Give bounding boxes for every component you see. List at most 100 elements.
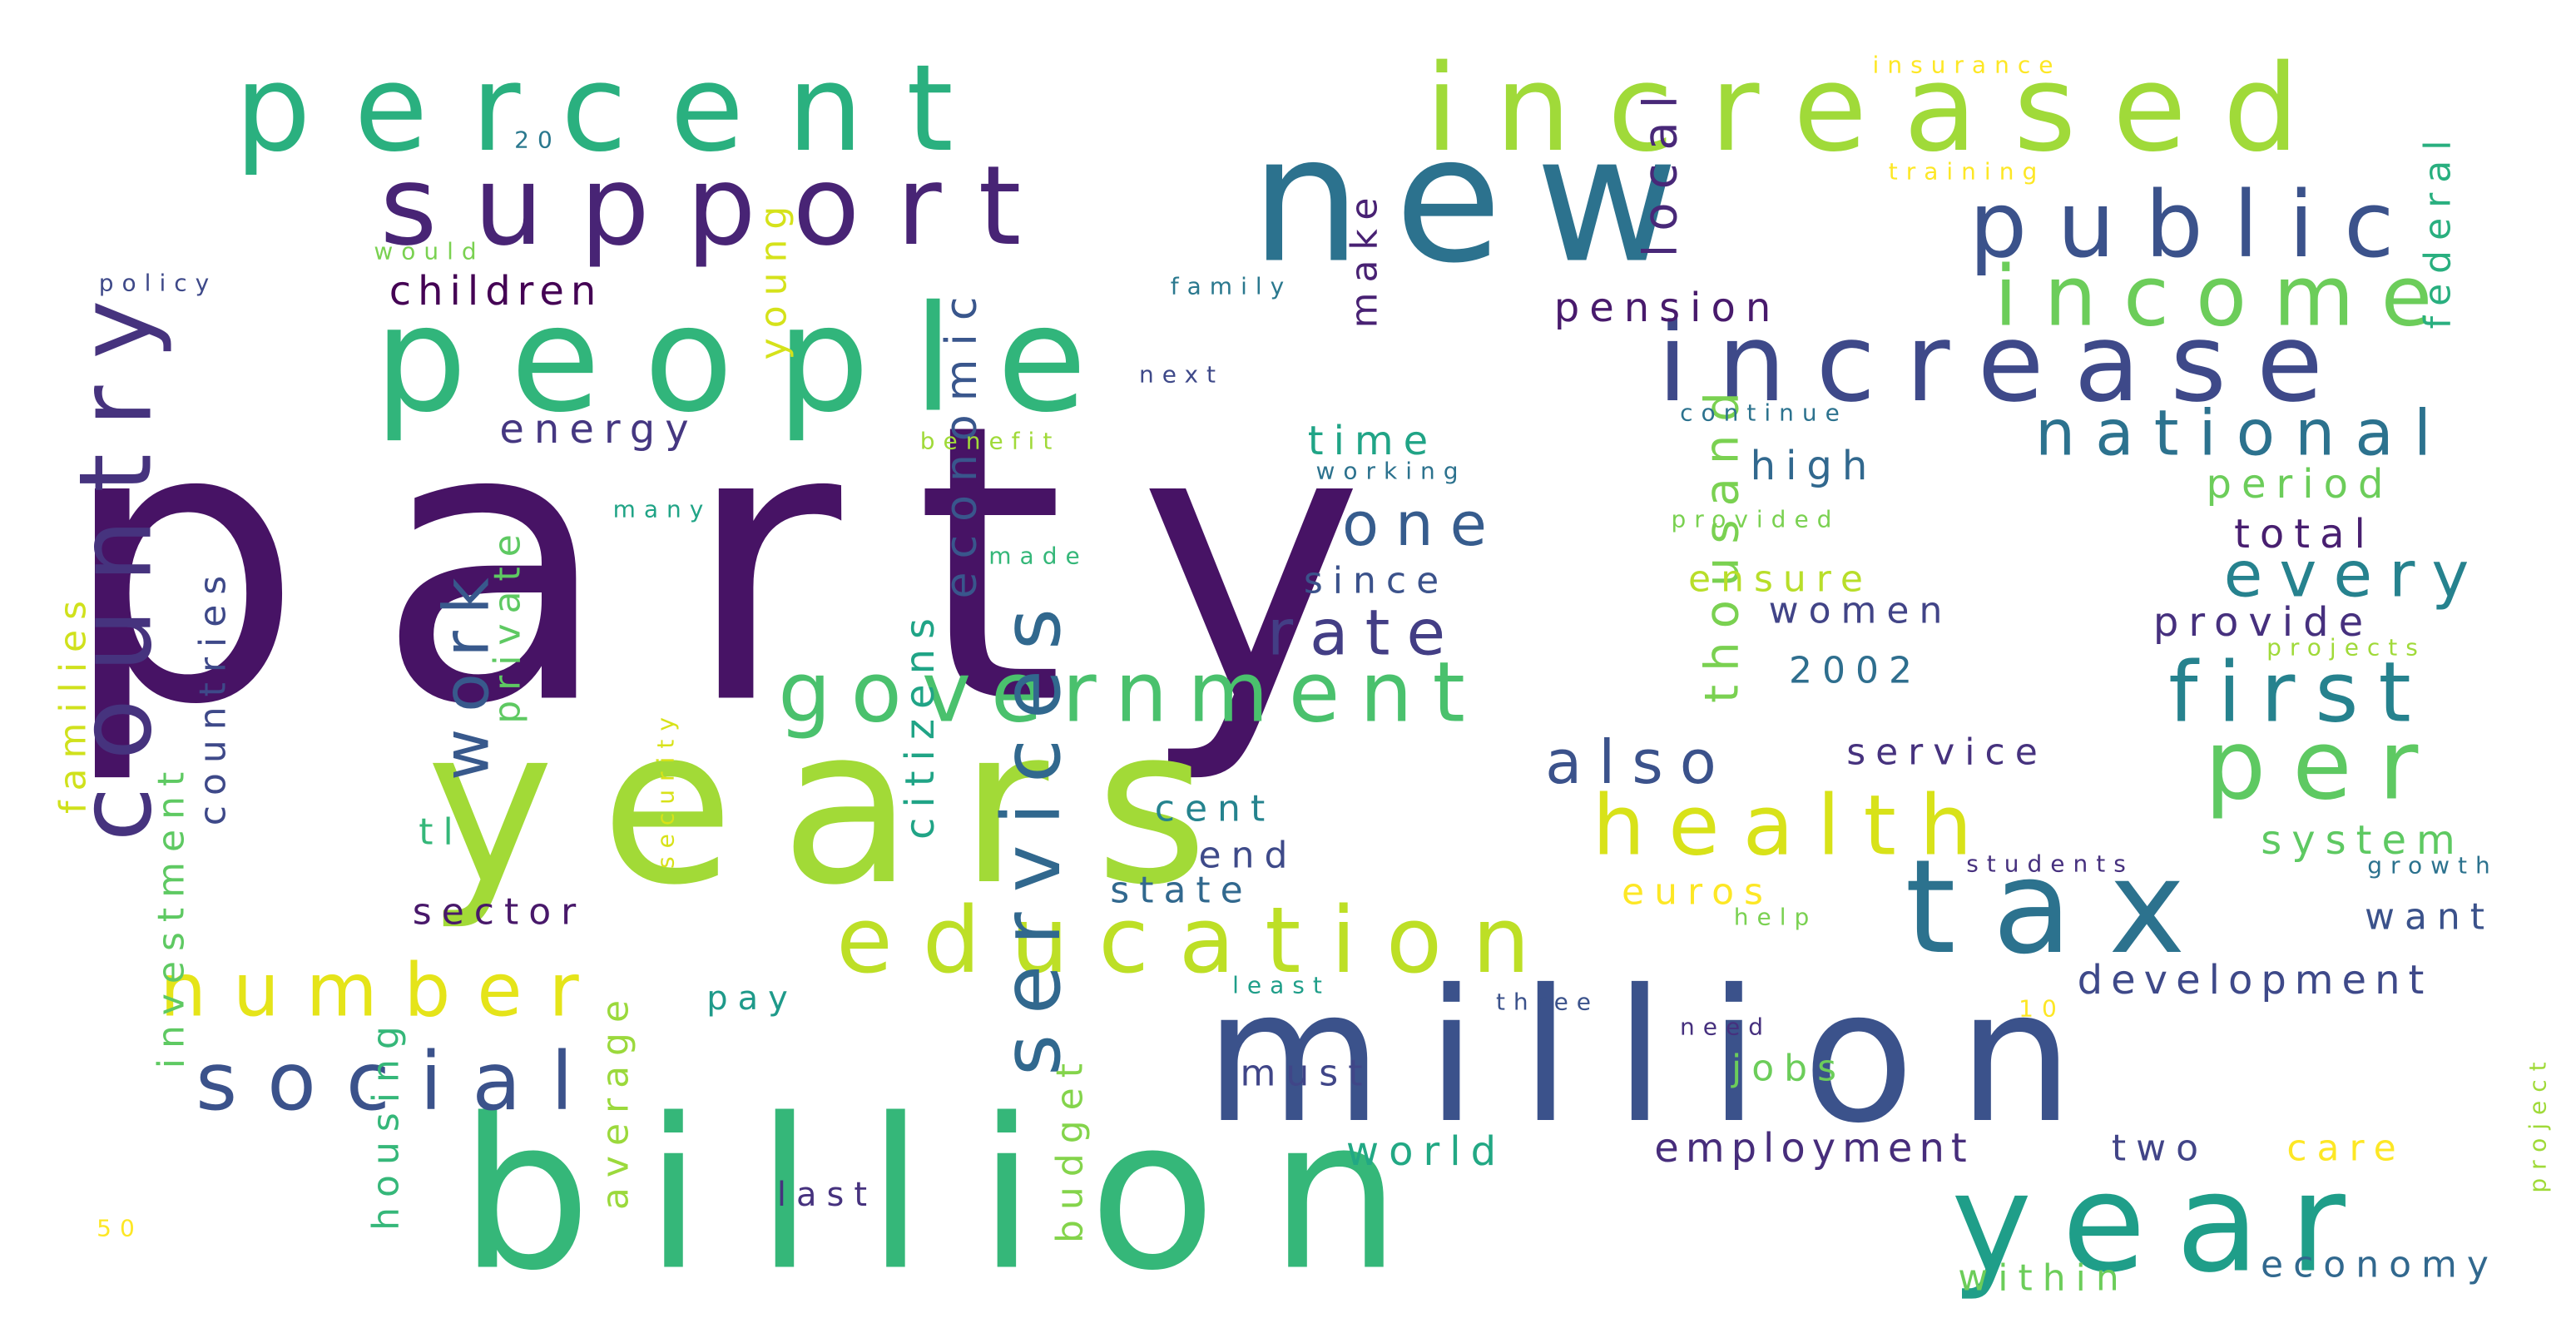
word-every: every xyxy=(2224,538,2486,612)
word-country: country xyxy=(59,274,175,842)
word-working: working xyxy=(1315,458,1466,485)
word-increase: increase xyxy=(1657,300,2353,426)
word-support: support xyxy=(380,142,1058,270)
word-also: also xyxy=(1545,727,1733,797)
word-made: made xyxy=(988,543,1087,570)
word-50: 50 xyxy=(97,1215,143,1242)
word-increased: increased xyxy=(1425,38,2336,178)
word-public: public xyxy=(1969,171,2425,278)
word-education: education xyxy=(836,887,1560,994)
word-tax: tax xyxy=(1905,831,2222,983)
word-million: million xyxy=(1205,950,2118,1163)
word-income: income xyxy=(1994,248,2459,345)
word-two: two xyxy=(2112,1127,2208,1170)
word-end: end xyxy=(1199,835,1298,877)
word-first: first xyxy=(2168,644,2430,741)
word-local: local xyxy=(1634,82,1688,257)
word-students: students xyxy=(1966,850,2134,878)
word-investment: investment xyxy=(151,762,193,1068)
word-countries: countries xyxy=(192,566,235,825)
word-since: since xyxy=(1304,560,1449,602)
word-insurance: insurance xyxy=(1873,52,2062,79)
word-period: period xyxy=(2207,461,2394,508)
word-women: women xyxy=(1769,590,1953,632)
word-continue: continue xyxy=(1680,399,1848,427)
word-need: need xyxy=(1680,1013,1771,1041)
word-project: project xyxy=(2524,1053,2552,1192)
word-citizens: citizens xyxy=(897,608,944,840)
word-projects: projects xyxy=(2266,634,2426,662)
word-social: social xyxy=(196,1035,603,1128)
word-party: party xyxy=(60,344,1438,789)
word-state: state xyxy=(1110,870,1252,912)
word-within: within xyxy=(1958,1257,2128,1300)
word-average: average xyxy=(595,990,637,1210)
word-10: 10 xyxy=(2019,995,2065,1023)
word-national: national xyxy=(2035,396,2451,470)
word-growth: growth xyxy=(2367,852,2498,880)
word-year: year xyxy=(1951,1144,2375,1303)
word-total: total xyxy=(2234,511,2375,558)
word-2002: 2002 xyxy=(1789,650,1922,692)
word-euros: euros xyxy=(1622,871,1773,914)
word-one: one xyxy=(1342,489,1503,559)
word-care: care xyxy=(2286,1127,2405,1170)
word-benefit: benefit xyxy=(920,428,1061,455)
word-must: must xyxy=(1241,1053,1373,1095)
word-people: people xyxy=(374,275,1131,445)
word-pay: pay xyxy=(706,979,798,1018)
word-government: government xyxy=(778,644,1485,741)
word-20: 20 xyxy=(514,126,561,154)
word-cent: cent xyxy=(1155,788,1275,830)
word-system: system xyxy=(2261,817,2465,864)
word-housing: housing xyxy=(365,1016,408,1231)
word-billion: billion xyxy=(459,1074,1454,1316)
word-many: many xyxy=(613,496,712,523)
word-high: high xyxy=(1751,443,1878,489)
word-rate: rate xyxy=(1267,596,1462,670)
word-jobs: jobs xyxy=(1731,1048,1846,1090)
word-development: development xyxy=(2078,957,2433,1004)
word-pension: pension xyxy=(1554,285,1781,331)
word-years: years xyxy=(426,681,1255,933)
word-security: security xyxy=(652,709,680,869)
word-world: world xyxy=(1346,1128,1506,1175)
word-health: health xyxy=(1593,777,1996,875)
word-energy: energy xyxy=(499,406,698,453)
word-next: next xyxy=(1139,361,1224,389)
word-families: families xyxy=(52,591,95,814)
word-employment: employment xyxy=(1654,1125,1973,1172)
word-ensure: ensure xyxy=(1688,558,1873,601)
word-new: new xyxy=(1251,98,1712,302)
word-sector: sector xyxy=(413,891,586,934)
word-policy: policy xyxy=(99,270,217,297)
word-services: services xyxy=(985,588,1078,1076)
word-time: time xyxy=(1308,418,1438,464)
word-thousand: thousand xyxy=(1696,379,1750,703)
word-would: would xyxy=(374,238,484,265)
word-want: want xyxy=(2365,896,2494,939)
word-children: children xyxy=(389,268,603,315)
word-economic: economic xyxy=(937,284,987,599)
word-per: per xyxy=(2205,710,2445,822)
word-provide: provide xyxy=(2153,599,2373,646)
word-young: young xyxy=(753,196,795,360)
word-training: training xyxy=(1889,158,2045,186)
word-help: help xyxy=(1734,904,1818,931)
word-three: three xyxy=(1496,989,1599,1016)
word-budget: budget xyxy=(1049,1053,1092,1243)
word-provided: provided xyxy=(1672,506,1840,533)
word-family: family xyxy=(1171,273,1292,300)
word-last: last xyxy=(777,1176,877,1214)
word-least: least xyxy=(1232,972,1330,999)
word-work: work xyxy=(429,561,503,780)
word-service: service xyxy=(1846,731,2048,774)
word-private: private xyxy=(487,524,529,724)
word-number: number xyxy=(160,948,605,1033)
word-make: make xyxy=(1344,188,1386,329)
word-tl: tl xyxy=(419,811,463,854)
word-economy: economy xyxy=(2261,1244,2499,1286)
word-federal: federal xyxy=(2417,131,2460,330)
word-percent: percent xyxy=(235,38,997,178)
